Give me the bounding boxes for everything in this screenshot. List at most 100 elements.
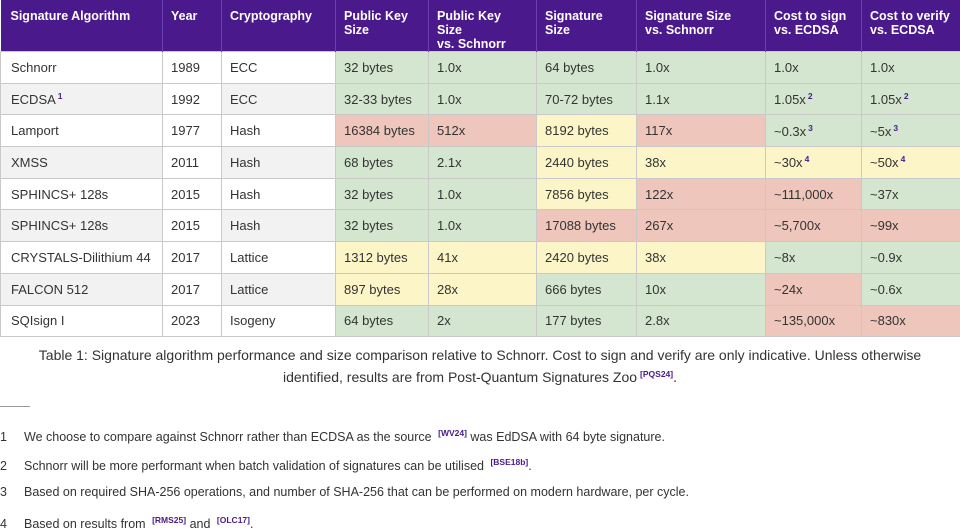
cell-text: 7856 bytes bbox=[545, 187, 609, 202]
footnote-citation[interactable]: [RMS25] bbox=[152, 515, 186, 525]
table-cell: Lattice bbox=[222, 273, 336, 305]
table-cell: 2440 bytes bbox=[537, 147, 637, 179]
cell-text: ~0.3x bbox=[774, 124, 806, 139]
column-header: Cost to verify vs. ECDSA bbox=[862, 0, 960, 52]
table-cell: Hash bbox=[222, 147, 336, 179]
table-cell: 32 bytes bbox=[336, 52, 429, 84]
table-cell: ~0.6x bbox=[862, 273, 960, 305]
cell-text: ~50x bbox=[870, 155, 899, 170]
cell-text: ~5x bbox=[870, 124, 891, 139]
table-cell: 16384 bytes bbox=[336, 115, 429, 147]
table-cell: 32 bytes bbox=[336, 178, 429, 210]
table-cell: 1.0x bbox=[862, 52, 960, 84]
table-caption: Table 1: Signature algorithm performance… bbox=[0, 346, 960, 387]
table-cell: 2x bbox=[429, 305, 537, 337]
table-cell: 17088 bytes bbox=[537, 210, 637, 242]
column-header: Public Key Size bbox=[336, 0, 429, 52]
cell-text: ~5,700x bbox=[774, 218, 821, 233]
cell-text: 122x bbox=[645, 187, 673, 202]
footnote-marker[interactable]: 2 bbox=[904, 91, 909, 101]
cell-text: XMSS bbox=[11, 155, 48, 170]
footnote-citation[interactable]: [BSE18b] bbox=[490, 457, 528, 467]
cell-text: ~30x bbox=[774, 155, 803, 170]
table-cell: ~37x bbox=[862, 178, 960, 210]
footnote-marker[interactable]: 1 bbox=[58, 91, 63, 101]
footnote-citation[interactable]: [WV24] bbox=[438, 428, 467, 438]
cell-text: 38x bbox=[645, 250, 666, 265]
table-cell: 64 bytes bbox=[336, 305, 429, 337]
table-cell: 2011 bbox=[163, 147, 222, 179]
table-cell: 897 bytes bbox=[336, 273, 429, 305]
footnote-text-cont: . bbox=[528, 459, 531, 473]
cell-text: 1.1x bbox=[645, 92, 670, 107]
cell-text: 32 bytes bbox=[344, 60, 393, 75]
table-cell: 10x bbox=[637, 273, 766, 305]
table-cell: 32-33 bytes bbox=[336, 83, 429, 115]
footnote-marker[interactable]: 3 bbox=[893, 123, 898, 133]
cell-text: ~135,000x bbox=[774, 313, 835, 328]
cell-text: 32 bytes bbox=[344, 218, 393, 233]
table-cell: 38x bbox=[637, 147, 766, 179]
footnote-marker[interactable]: 4 bbox=[805, 154, 810, 164]
cell-text: SPHINCS+ 128s bbox=[11, 218, 108, 233]
table-cell: 41x bbox=[429, 242, 537, 274]
cell-text: 38x bbox=[645, 155, 666, 170]
footnote-marker[interactable]: 4 bbox=[901, 154, 906, 164]
footnote-number: 1 bbox=[0, 429, 24, 445]
column-header: Signature Size bbox=[537, 0, 637, 52]
table-cell: ~830x bbox=[862, 305, 960, 337]
table-cell: 1.0x bbox=[429, 178, 537, 210]
footnote-text-cont: was EdDSA with 64 byte signature. bbox=[470, 430, 665, 444]
table-cell: Lattice bbox=[222, 242, 336, 274]
table-cell: 8192 bytes bbox=[537, 115, 637, 147]
cell-text: 1.0x bbox=[437, 187, 462, 202]
caption-citation[interactable]: [PQS24] bbox=[640, 369, 673, 379]
cell-text: 2x bbox=[437, 313, 451, 328]
cell-text: 1.0x bbox=[645, 60, 670, 75]
cell-text: 8192 bytes bbox=[545, 123, 609, 138]
cell-text: 2.1x bbox=[437, 155, 462, 170]
cell-text: 28x bbox=[437, 282, 458, 297]
table-cell: ~111,000x bbox=[766, 178, 862, 210]
table-cell: ~0.9x bbox=[862, 242, 960, 274]
table-cell: Hash bbox=[222, 178, 336, 210]
footnote-number: 4 bbox=[0, 516, 24, 532]
caption-line-2: identified, results are from Post-Quantu… bbox=[283, 369, 637, 385]
table-cell: 1.0x bbox=[637, 52, 766, 84]
cell-text: ~111,000x bbox=[774, 187, 833, 202]
cell-text: 10x bbox=[645, 282, 666, 297]
column-header: Signature Size vs. Schnorr bbox=[637, 0, 766, 52]
footnote-marker[interactable]: 2 bbox=[808, 91, 813, 101]
cell-text: 2420 bytes bbox=[545, 250, 609, 265]
table-cell: 512x bbox=[429, 115, 537, 147]
cell-text: CRYSTALS-Dilithium 44 bbox=[11, 250, 151, 265]
footnote-citation[interactable]: [OLC17] bbox=[217, 515, 250, 525]
footnote-marker[interactable]: 3 bbox=[808, 123, 813, 133]
cell-text: 2015 bbox=[171, 218, 200, 233]
table-cell: ~5,700x bbox=[766, 210, 862, 242]
cell-text: 1.0x bbox=[437, 60, 462, 75]
cell-text: 1312 bytes bbox=[344, 250, 408, 265]
column-header: Public Key Size vs. Schnorr bbox=[429, 0, 537, 52]
cell-text: 1.0x bbox=[870, 60, 895, 75]
table-cell: 2420 bytes bbox=[537, 242, 637, 274]
table-cell: Hash bbox=[222, 115, 336, 147]
cell-text: 1.0x bbox=[774, 60, 799, 75]
cell-text: 2017 bbox=[171, 250, 200, 265]
cell-text: 32-33 bytes bbox=[344, 92, 412, 107]
cell-text: 1.05x bbox=[774, 92, 806, 107]
caption-line-1: Table 1: Signature algorithm performance… bbox=[39, 347, 921, 363]
table-cell: 666 bytes bbox=[537, 273, 637, 305]
cell-text: 2011 bbox=[171, 155, 199, 170]
cell-text: 70-72 bytes bbox=[545, 92, 613, 107]
